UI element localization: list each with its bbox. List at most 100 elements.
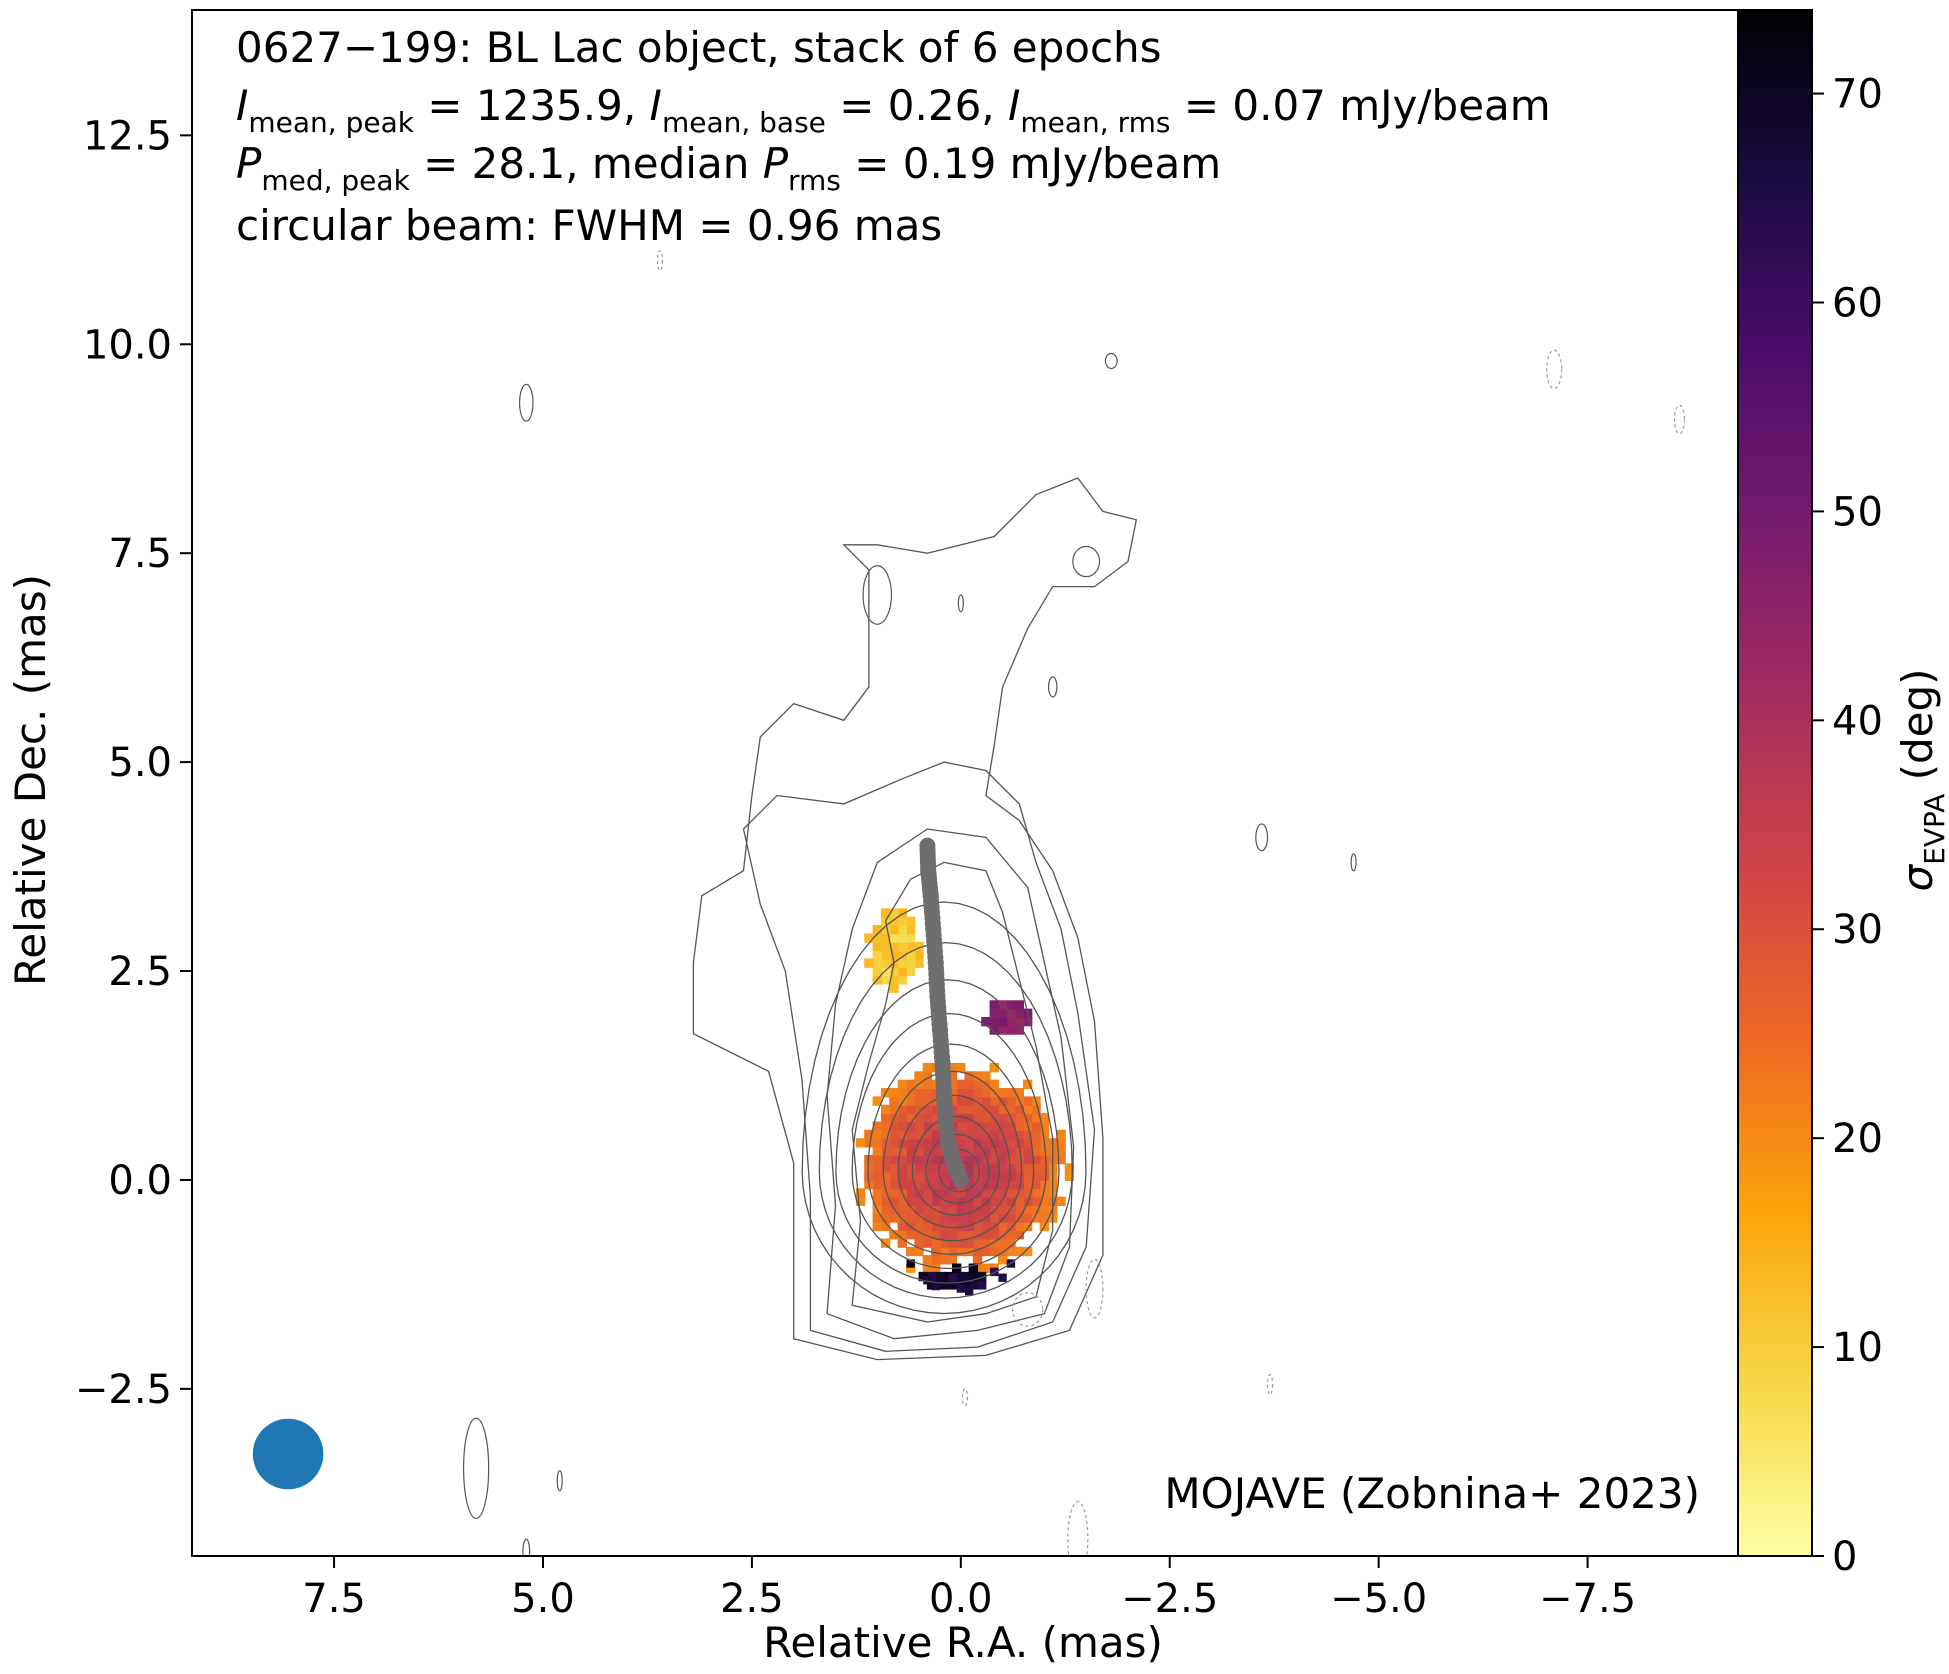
pol-pixel <box>872 950 882 960</box>
pol-pixel <box>997 1138 1008 1148</box>
pol-pixel <box>997 1179 1008 1190</box>
pol-pixel <box>880 1171 891 1181</box>
pol-pixel <box>947 1079 958 1090</box>
pol-pixel <box>1006 1096 1016 1106</box>
pol-pixel <box>972 1221 983 1232</box>
pol-pixel <box>1031 1104 1041 1115</box>
plot-area <box>191 9 1739 1557</box>
pol-pixel <box>964 1096 974 1106</box>
pol-pixel <box>880 1146 891 1156</box>
colorbar-label: σEVPA (deg) <box>1893 668 1949 891</box>
pol-pixel <box>872 1129 882 1140</box>
pol-pixel <box>956 1096 966 1106</box>
pol-pixel <box>880 1179 891 1190</box>
x-axis-label: Relative R.A. (mas) <box>763 1618 1163 1667</box>
pol-pixel <box>1022 1246 1033 1257</box>
pol-pixel <box>914 1129 924 1140</box>
contour-negative <box>1085 1258 1104 1319</box>
pol-pixel <box>939 1213 949 1223</box>
pol-pixel <box>939 1238 949 1248</box>
pol-pixel <box>1039 1129 1050 1140</box>
pol-pixel <box>906 1096 916 1106</box>
pol-pixel <box>972 1213 983 1223</box>
pol-pixel <box>922 1129 933 1140</box>
contour-island <box>1047 676 1058 698</box>
pol-pixel <box>880 1213 891 1223</box>
pol-pixel <box>931 1121 941 1131</box>
pol-pixel <box>855 1188 866 1198</box>
pol-pixel <box>889 1188 899 1198</box>
colorbar-tick-label: 0 <box>1832 1534 1857 1580</box>
pol-pixel <box>1022 1096 1033 1106</box>
pol-pixel <box>989 1205 999 1215</box>
pol-pixel <box>964 1213 974 1223</box>
pol-pixel <box>1006 1104 1016 1115</box>
contour-jet-0 <box>851 861 1054 1323</box>
colorbar-tick-label: 40 <box>1832 698 1883 744</box>
pol-pixel <box>1022 1016 1033 1027</box>
pol-pixel <box>931 1238 941 1248</box>
pol-pixel <box>990 1267 999 1277</box>
pol-pixel <box>964 1154 974 1165</box>
pol-pixel <box>922 1171 933 1181</box>
title-line-2: Imean, peak = 1235.9, Imean, base = 0.26… <box>236 81 1551 139</box>
pol-pixel <box>1014 1188 1024 1198</box>
pol-pixel <box>1014 1196 1024 1207</box>
pol-pixel <box>1039 1154 1050 1165</box>
pol-pixel <box>956 1221 966 1232</box>
pol-pixel <box>956 1146 966 1156</box>
pol-pixel <box>897 1079 908 1090</box>
pol-pixel <box>880 1238 891 1248</box>
pol-pixel <box>931 1146 941 1156</box>
pol-pixel <box>922 1121 933 1131</box>
pol-pixel <box>939 1255 949 1265</box>
pol-pixel <box>872 1138 882 1148</box>
contour-island <box>462 1417 490 1519</box>
pol-pixel <box>931 1104 941 1115</box>
pol-pixel <box>889 1146 899 1156</box>
pol-pixel <box>1014 1121 1024 1131</box>
pol-pixel <box>880 925 891 935</box>
pol-pixel <box>981 1205 991 1215</box>
pol-pixel <box>880 975 891 985</box>
pol-pixel <box>880 1221 891 1232</box>
pol-pixel <box>906 1196 916 1207</box>
pol-pixel <box>880 1163 891 1173</box>
pol-pixel <box>931 1213 941 1223</box>
pol-pixel <box>1014 1221 1024 1232</box>
pol-pixel <box>997 1146 1008 1156</box>
contour-core <box>851 1012 1047 1270</box>
pol-pixel <box>956 1062 966 1073</box>
x-tick-label: 2.5 <box>720 1576 784 1622</box>
pol-pixel <box>947 1238 958 1248</box>
pol-pixel <box>931 1246 941 1257</box>
pol-pixel <box>889 941 899 952</box>
pol-pixel <box>1022 1146 1033 1156</box>
pol-pixel <box>947 1188 958 1198</box>
pol-pixel <box>997 1188 1008 1198</box>
pol-pixel <box>939 1188 949 1198</box>
pol-pixel <box>947 1096 958 1106</box>
pol-pixel <box>989 1171 999 1181</box>
pol-pixel <box>872 1171 882 1181</box>
pol-pixel <box>922 1179 933 1190</box>
pol-pixel <box>947 1213 958 1223</box>
pol-pixel <box>1014 1146 1024 1156</box>
contour-jet-1 <box>826 828 1075 1340</box>
pol-pixel <box>880 966 891 977</box>
pol-pixel <box>922 1213 933 1223</box>
pol-pixel <box>1031 1121 1041 1131</box>
pol-pixel <box>1006 1246 1016 1257</box>
pol-pixel <box>964 1088 974 1098</box>
pol-pixel <box>972 1121 983 1131</box>
pol-pixel <box>956 1088 966 1098</box>
pol-pixel <box>989 1000 999 1010</box>
pol-pixel <box>1014 1129 1024 1140</box>
pol-pixel <box>897 1238 908 1248</box>
pol-pixel <box>889 925 899 935</box>
pol-pixel <box>960 1271 970 1282</box>
contour-island <box>1255 823 1269 852</box>
contour-island <box>957 594 964 613</box>
pol-pixel <box>989 1104 999 1115</box>
pol-pixel <box>931 1138 941 1148</box>
